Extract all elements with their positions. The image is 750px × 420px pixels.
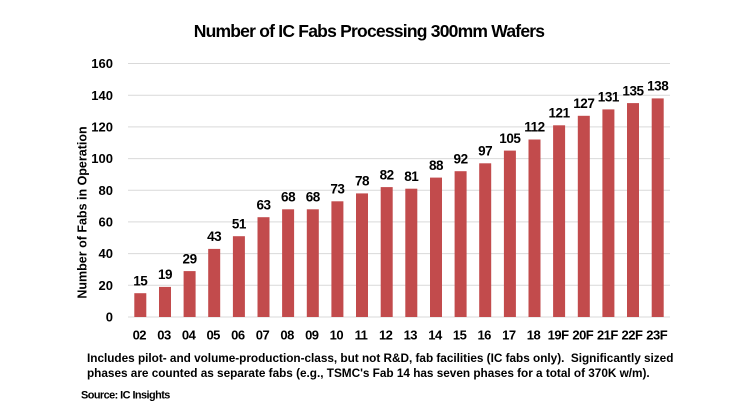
svg-text:17: 17 (502, 328, 516, 343)
svg-text:20F: 20F (572, 328, 593, 343)
svg-text:78: 78 (355, 174, 370, 189)
svg-text:97: 97 (478, 144, 492, 159)
svg-text:10: 10 (330, 328, 344, 343)
svg-text:120: 120 (91, 120, 113, 135)
svg-text:29: 29 (183, 251, 197, 266)
svg-text:06: 06 (231, 328, 245, 343)
svg-text:Source: IC Insights: Source: IC Insights (81, 389, 170, 401)
svg-text:21F: 21F (597, 328, 618, 343)
svg-text:43: 43 (207, 229, 222, 244)
svg-text:0: 0 (106, 310, 113, 325)
svg-text:135: 135 (622, 83, 644, 98)
svg-text:14: 14 (428, 328, 443, 343)
svg-text:20: 20 (99, 278, 113, 293)
svg-text:51: 51 (232, 216, 247, 231)
svg-text:81: 81 (404, 169, 419, 184)
svg-text:131: 131 (598, 90, 620, 105)
svg-text:03: 03 (157, 328, 171, 343)
svg-text:Number of Fabs in Operation: Number of Fabs in Operation (75, 126, 89, 298)
svg-text:19F: 19F (548, 328, 569, 343)
svg-text:68: 68 (281, 190, 296, 205)
svg-text:112: 112 (524, 120, 544, 135)
svg-text:Includes pilot- and volume-pro: Includes pilot- and volume-production-cl… (87, 351, 673, 365)
svg-text:15: 15 (453, 328, 467, 343)
svg-text:40: 40 (99, 246, 113, 261)
svg-text:80: 80 (99, 183, 113, 198)
svg-text:105: 105 (499, 131, 521, 146)
svg-text:23F: 23F (646, 328, 667, 343)
svg-text:68: 68 (306, 190, 321, 205)
svg-text:60: 60 (99, 215, 113, 230)
svg-text:140: 140 (91, 88, 113, 103)
svg-text:phases are counted as separate: phases are counted as separate fabs (e.g… (87, 366, 650, 380)
svg-text:121: 121 (549, 106, 571, 121)
svg-text:22F: 22F (622, 328, 643, 343)
svg-text:63: 63 (256, 197, 271, 212)
svg-text:Number of IC Fabs Processing 3: Number of IC Fabs Processing 300mm Wafer… (194, 21, 546, 41)
svg-text:82: 82 (380, 167, 394, 182)
svg-text:07: 07 (256, 328, 270, 343)
svg-text:09: 09 (305, 328, 319, 343)
svg-text:92: 92 (454, 151, 468, 166)
svg-text:13: 13 (404, 328, 418, 343)
svg-text:02: 02 (133, 328, 147, 343)
svg-text:100: 100 (91, 151, 113, 166)
svg-text:19: 19 (158, 267, 172, 282)
svg-text:15: 15 (133, 273, 148, 288)
svg-text:73: 73 (330, 182, 345, 197)
svg-text:18: 18 (527, 328, 541, 343)
svg-text:11: 11 (355, 328, 368, 343)
svg-text:16: 16 (477, 328, 491, 343)
svg-text:04: 04 (182, 328, 197, 343)
svg-text:12: 12 (379, 328, 393, 343)
svg-text:138: 138 (647, 79, 669, 94)
svg-text:05: 05 (206, 328, 220, 343)
svg-text:88: 88 (429, 158, 444, 173)
svg-text:08: 08 (280, 328, 294, 343)
svg-text:160: 160 (91, 56, 113, 71)
svg-text:127: 127 (573, 96, 594, 111)
